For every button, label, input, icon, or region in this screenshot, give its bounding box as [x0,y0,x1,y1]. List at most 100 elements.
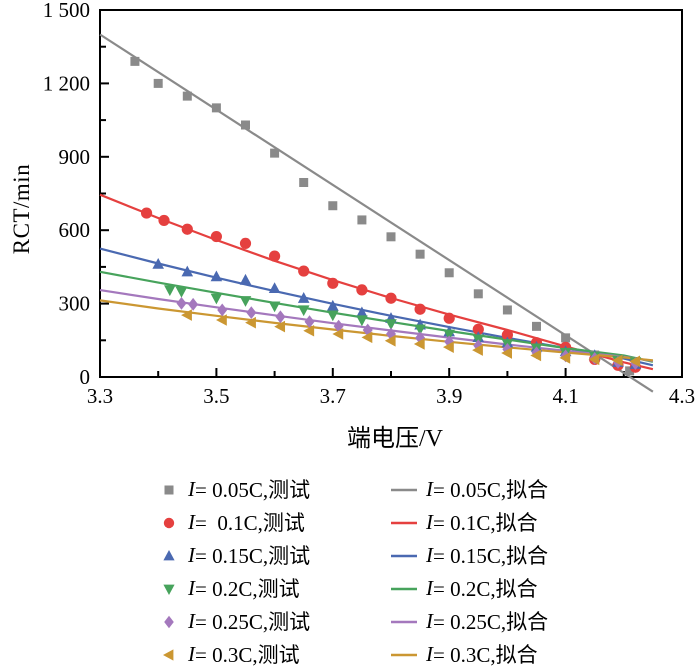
data-point-I=0.05C,测试 [211,103,221,113]
legend-fit-label: = 0.1C,拟合 [433,511,538,535]
legend-row: I = 0.2C,测试 I = 0.2C,拟合 [160,575,538,601]
plot-area: 3.3 3.5 3.7 3.9 4.1 4.3 0 300 600 900 1 200 1 500 [43,0,695,408]
data-point-I=0.05C,测试 [502,305,512,315]
data-point-I=0.25C,测试 [275,310,286,324]
data-point-I=0.05C,测试 [444,268,454,278]
data-point-I=0.25C,测试 [502,342,513,356]
legend-row: I = 0.05C,测试 I = 0.05C,拟合 [160,476,548,502]
data-point-I=0.3C,测试 [361,331,373,344]
circle-marker-icon [163,517,175,529]
x-tick-label: 4.3 [669,384,695,408]
legend-test-entry: I = 0.2C,测试 [160,573,390,603]
data-point-I=0.05C,测试 [625,366,635,376]
data-point-I=0.05C,测试 [328,201,338,211]
legend-row: I = 0.15C,测试 I = 0.15C,拟合 [160,542,548,568]
legend-line-icon [391,488,417,492]
marker-shape [164,485,174,495]
x-tick-label: 3.5 [203,384,229,408]
legend-test-label: = 0.25C,测试 [195,610,311,634]
data-point-I=0.3C,测试 [245,316,256,329]
legend-current-symbol: I [188,542,195,567]
data-point-I=0.1C,测试 [472,323,484,335]
data-point-I=0.1C,测试 [298,265,310,277]
data-point-I=0.1C,测试 [501,329,513,341]
data-point-I=0.3C,测试 [588,353,600,366]
data-point-I=0.1C,测试 [140,207,153,219]
x-axis-title: 端电压/V [347,426,443,452]
x-tick-label: 4.1 [552,384,578,408]
data-point-I=0.2C,测试 [297,305,310,317]
data-point-I=0.2C,测试 [239,296,252,307]
data-point-I=0.05C,测试 [532,321,541,331]
data-point-I=0.15C,测试 [297,292,310,303]
data-point-I=0.15C,测试 [152,258,164,269]
data-point-I=0.25C,测试 [188,297,199,311]
marker-shape [163,649,174,661]
data-point-I=0.3C,测试 [274,320,286,333]
legend-fit-label: = 0.3C,拟合 [433,643,538,667]
y-tick-label: 1 500 [43,0,90,22]
data-point-I=0.1C,测试 [356,284,368,296]
data-point-I=0.05C,测试 [473,289,483,299]
diamond-marker-icon [164,615,174,629]
legend-current-symbol: I [426,476,433,501]
data-point-I=0.1C,测试 [210,230,222,243]
legend-test-label: = 0.2C,测试 [195,577,300,601]
legend-fit-entry: I = 0.15C,拟合 [390,540,548,570]
data-point-I=0.15C,测试 [268,282,281,294]
legend-line-icon [391,587,417,591]
data-point-I=0.3C,测试 [413,338,425,350]
data-point-I=0.05C,测试 [130,56,140,66]
y-tick-label: 900 [59,145,91,169]
data-point-I=0.25C,测试 [444,335,455,349]
legend-fit-label: = 0.05C,拟合 [433,478,549,502]
data-point-I=0.05C,测试 [153,78,163,88]
data-point-I=0.2C,测试 [414,324,426,336]
marker-shape [163,550,175,561]
legend-fit-entry: I = 0.05C,拟合 [390,474,548,504]
legend-test-label: = 0.1C,测试 [195,511,305,535]
data-point-I=0.15C,测试 [181,265,194,277]
triangle-down-marker-icon [163,584,175,595]
legend-line-icon [391,521,417,525]
y-tick-label: 300 [59,292,91,316]
data-point-I=0.3C,测试 [472,344,483,356]
legend-test-entry: I = 0.1C,测试 [160,507,390,537]
data-point-I=0.15C,测试 [327,299,339,311]
y-tick-label: 1 200 [43,71,90,95]
fit-line-I=0.05C,拟合 [99,33,654,393]
legend-fit-entry: I = 0.25C,拟合 [390,606,548,636]
legend-fit-entry: I = 0.2C,拟合 [390,573,538,603]
legend-fit-label: = 0.2C,拟合 [433,577,538,601]
data-point-I=0.1C,测试 [443,312,455,324]
legend-fit-entry: I = 0.1C,拟合 [390,507,538,537]
data-point-I=0.1C,测试 [239,237,252,250]
legend-current-symbol: I [426,641,433,666]
legend-test-entry: I = 0.15C,测试 [160,540,390,570]
data-point-I=0.25C,测试 [217,303,228,317]
data-point-I=0.2C,测试 [385,319,397,331]
data-point-I=0.1C,测试 [158,214,170,227]
legend-row: I = 0.1C,测试 I = 0.1C,拟合 [160,509,538,535]
data-point-I=0.3C,测试 [530,349,542,362]
data-point-I=0.3C,测试 [384,334,396,347]
legend-current-symbol: I [426,542,433,567]
data-point-I=0.3C,测试 [501,347,512,359]
fit-line-I=0.1C,拟合 [99,193,654,371]
y-tick-label: 0 [80,365,91,389]
data-point-I=0.3C,测试 [332,328,344,340]
legend-test-label: = 0.3C,测试 [195,643,300,667]
legend-line-icon [391,620,417,624]
x-tick-label: 3.9 [436,384,462,408]
legend-current-symbol: I [188,608,195,633]
data-point-I=0.2C,测试 [268,301,281,313]
data-point-I=0.3C,测试 [629,355,641,368]
data-point-I=0.2C,测试 [327,310,339,322]
triangle-up-marker-icon [163,550,175,561]
data-point-I=0.25C,测试 [246,306,257,320]
legend-line-icon [391,554,417,558]
legend-fit-label: = 0.25C,拟合 [433,610,549,634]
data-point-I=0.05C,测试 [270,148,280,158]
data-point-I=0.05C,测试 [415,249,425,259]
data-point-I=0.2C,测试 [175,287,188,298]
